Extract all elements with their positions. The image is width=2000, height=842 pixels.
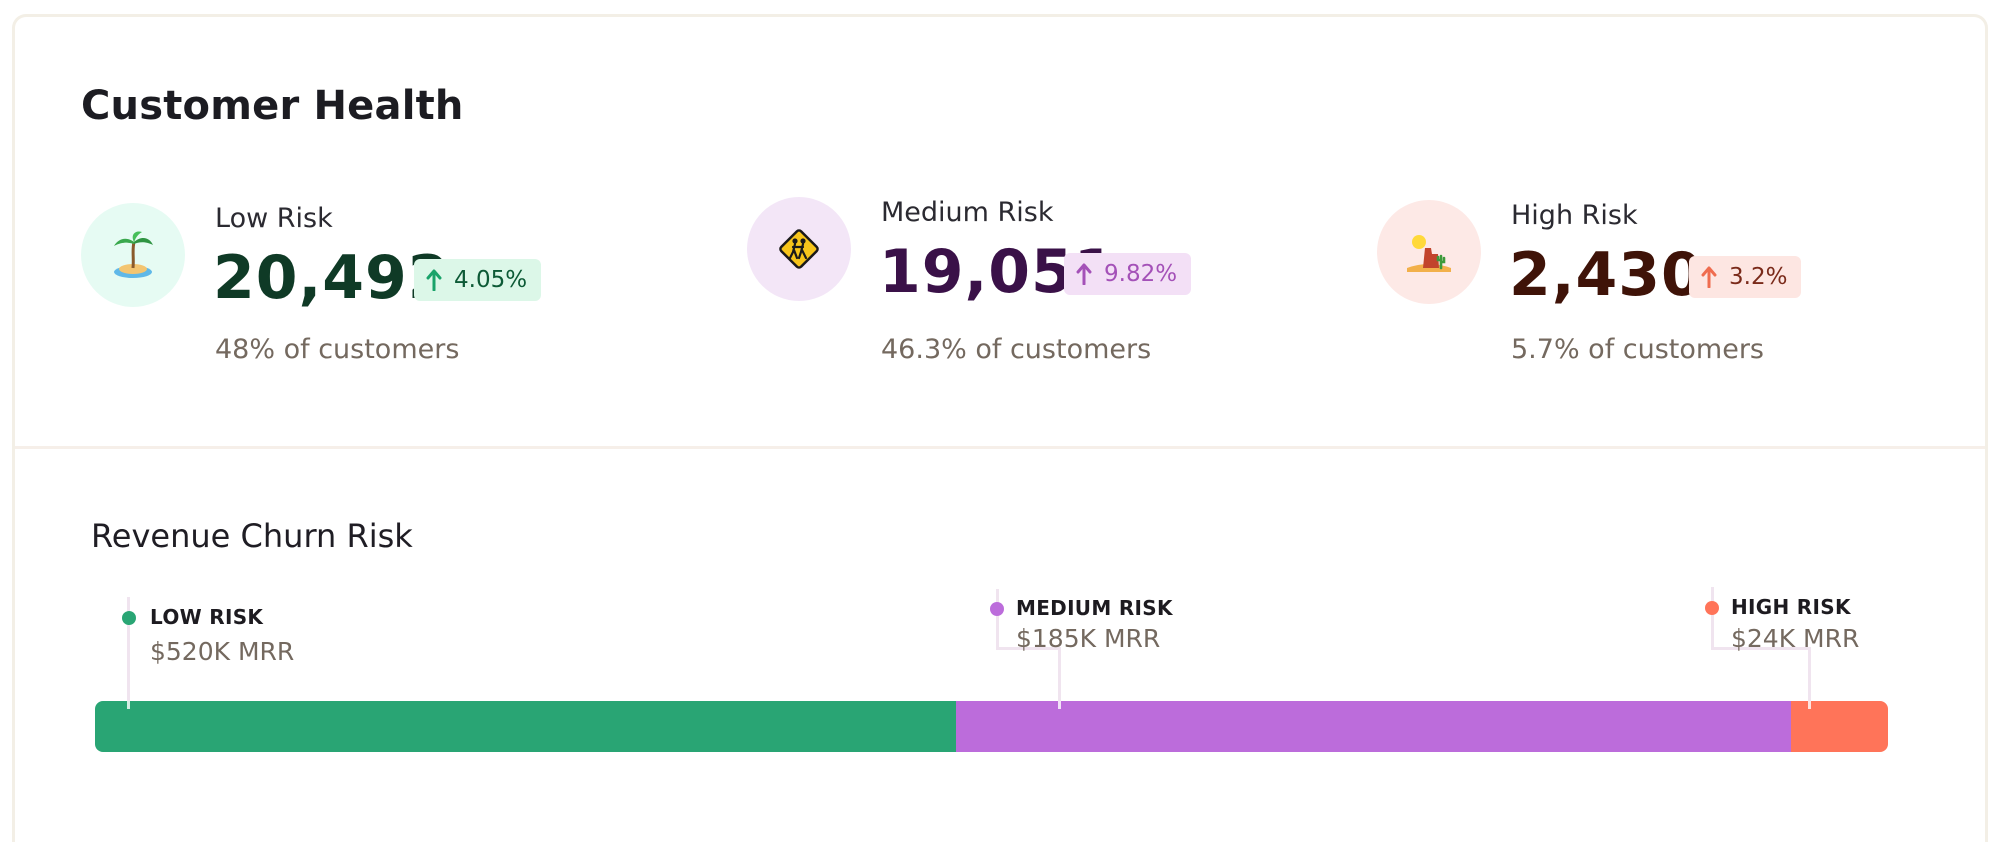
medium-risk-tick xyxy=(1058,701,1061,709)
medium-risk-marker-label: MEDIUM RISK xyxy=(1016,596,1173,620)
high-risk-dot xyxy=(1705,601,1719,615)
low-risk-change-badge: 4.05% xyxy=(414,259,542,301)
card-title: Customer Health xyxy=(81,83,464,129)
low-risk-tick xyxy=(127,701,130,709)
revenue-churn-bar xyxy=(95,701,1888,752)
high-risk-change: 3.2% xyxy=(1729,264,1788,290)
high-risk-tick xyxy=(1808,701,1811,709)
medium-risk-segment[interactable] xyxy=(955,701,1792,752)
customer-health-card: Customer Health Low Risk 20,492 4.05% 48… xyxy=(12,14,1988,842)
low-risk-label: Low Risk xyxy=(215,203,333,234)
low-risk-marker-label: LOW RISK xyxy=(150,605,264,629)
medium-risk-icon-circle xyxy=(747,197,851,301)
low-risk-mrr: $520K MRR xyxy=(150,637,295,666)
low-risk-value: 20,492 xyxy=(213,243,451,313)
high-risk-marker-label: HIGH RISK xyxy=(1731,595,1851,619)
medium-risk-label: Medium Risk xyxy=(881,197,1054,228)
arrow-up-icon xyxy=(1701,266,1717,288)
low-risk-dot xyxy=(122,611,136,625)
low-risk-icon-circle xyxy=(81,203,185,307)
medium-risk-change: 9.82% xyxy=(1104,261,1178,287)
low-risk-share: 48% of customers xyxy=(215,334,460,365)
palm-island-icon xyxy=(114,231,153,278)
low-risk-segment[interactable] xyxy=(95,701,956,752)
school-crossing-sign-icon xyxy=(779,229,819,269)
arrow-up-icon xyxy=(426,269,442,291)
high-risk-mrr: $24K MRR xyxy=(1731,624,1860,653)
low-risk-change: 4.05% xyxy=(454,267,528,293)
revenue-churn-title: Revenue Churn Risk xyxy=(91,517,413,555)
high-risk-value: 2,430 xyxy=(1509,240,1704,310)
high-risk-change-badge: 3.2% xyxy=(1689,256,1802,298)
arrow-up-icon xyxy=(1076,263,1092,285)
medium-risk-share: 46.3% of customers xyxy=(881,334,1152,365)
medium-risk-change-badge: 9.82% xyxy=(1064,253,1192,295)
high-risk-share: 5.7% of customers xyxy=(1511,334,1764,365)
desert-icon xyxy=(1407,235,1451,272)
high-risk-segment[interactable] xyxy=(1791,701,1888,752)
high-risk-label: High Risk xyxy=(1511,200,1638,231)
low-risk-marker-line xyxy=(127,597,130,707)
medium-risk-dot xyxy=(990,602,1004,616)
medium-risk-mrr: $185K MRR xyxy=(1016,624,1161,653)
section-divider xyxy=(15,446,1985,449)
high-risk-icon-circle xyxy=(1377,200,1481,304)
